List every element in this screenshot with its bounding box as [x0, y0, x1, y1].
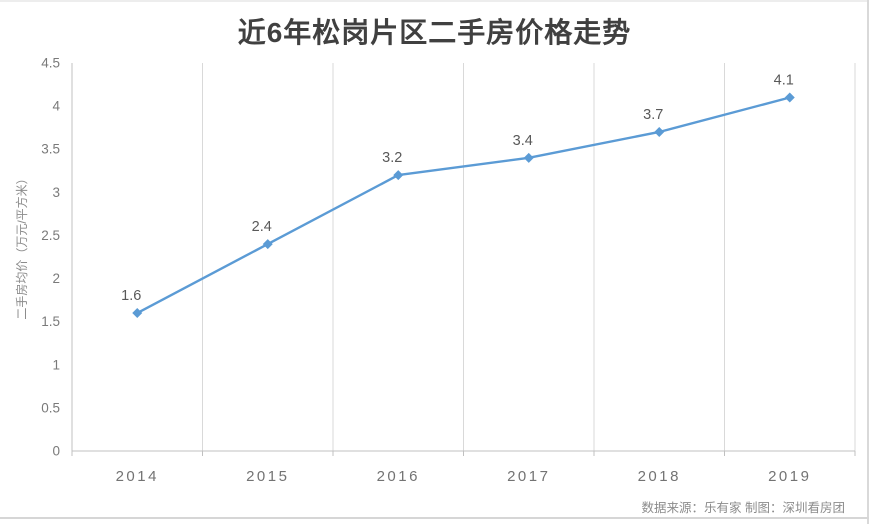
- y-tick-label: 2: [52, 271, 60, 286]
- frame-top-border: [0, 0, 869, 2]
- y-tick-label: 3: [52, 185, 60, 200]
- trend-line: [136, 96, 791, 315]
- y-tick-label: 4.5: [41, 56, 60, 71]
- data-point-label: 3.2: [382, 150, 402, 166]
- y-tick-label: 1.5: [41, 314, 60, 329]
- x-axis-label: 2014: [116, 468, 159, 485]
- data-point-label: 4.1: [774, 72, 794, 88]
- y-tick-label: 0: [52, 444, 60, 459]
- x-axis-label: 2016: [377, 468, 420, 485]
- data-point-label: 3.7: [643, 107, 663, 123]
- x-axis-label: 2019: [768, 468, 811, 485]
- source-note: 数据来源：乐有家 制图：深圳看房团: [641, 501, 845, 515]
- data-point-marker: [262, 239, 273, 250]
- y-tick-label: 3.5: [41, 142, 60, 157]
- data-point-marker: [784, 92, 795, 103]
- y-tick-label: 1: [52, 357, 60, 372]
- data-point-label: 3.4: [513, 133, 533, 149]
- data-point-label: 2.4: [252, 219, 272, 235]
- x-axis-label: 2017: [507, 468, 550, 485]
- chart-title: 近6年松岗片区二手房价格走势: [237, 17, 632, 48]
- data-point-marker: [654, 126, 665, 137]
- data-point-marker: [132, 308, 143, 319]
- y-tick-label: 4: [52, 99, 60, 114]
- x-axis-label: 2015: [246, 468, 289, 485]
- data-point-label: 1.6: [121, 288, 141, 304]
- y-tick-label: 2.5: [41, 228, 60, 243]
- data-point-marker: [523, 152, 534, 163]
- y-tick-label: 0.5: [41, 400, 60, 415]
- frame-bottom-border: [0, 517, 869, 519]
- data-point-marker: [393, 170, 404, 181]
- x-axis-label: 2018: [638, 468, 681, 485]
- frame-right-border: [867, 0, 869, 524]
